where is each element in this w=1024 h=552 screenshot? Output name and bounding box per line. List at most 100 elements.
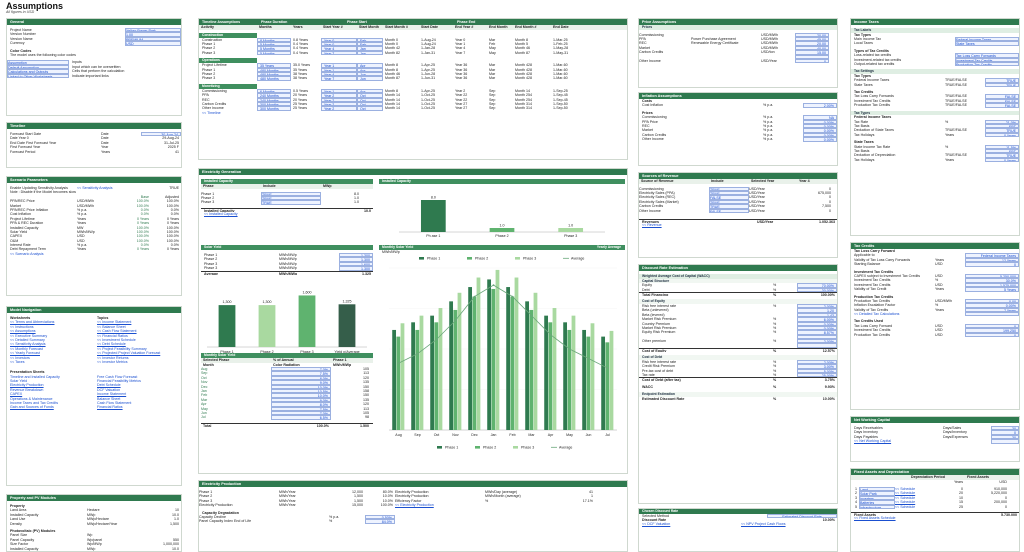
month-percent[interactable]: 6.5% xyxy=(271,415,331,420)
scenario-adjusted[interactable]: Adjusted xyxy=(165,194,179,199)
presentation-link[interactable]: Solar Yield xyxy=(10,379,28,384)
scenario-adjusted[interactable]: 100.0% xyxy=(166,225,179,230)
timeline-cell[interactable]: Year 4 xyxy=(321,71,357,77)
itc-value[interactable]: 5,250,000 xyxy=(965,273,1019,279)
fa-name[interactable]: Land xyxy=(859,486,895,492)
wc-value[interactable]: 30 xyxy=(991,426,1019,431)
timeline-cell[interactable]: Year 4 xyxy=(321,46,357,51)
revenue-include[interactable]: FALSE xyxy=(709,208,749,213)
timeline-cell[interactable]: 480 Months xyxy=(257,71,291,77)
timeline-cell[interactable]: Year 7 xyxy=(321,50,357,56)
fa-schedule-link[interactable]: << Schedule xyxy=(895,486,916,491)
timeline-cell[interactable]: 240 Months xyxy=(257,97,291,102)
degradation-value[interactable]: 0.50% xyxy=(365,514,395,520)
fa-schedule-link[interactable]: << Schedule xyxy=(895,500,916,505)
ptc-value[interactable]: 0.00% xyxy=(965,303,1019,308)
presentation-link[interactable]: Electricity Production xyxy=(10,383,44,388)
price-value[interactable]: 20.00 xyxy=(795,41,829,46)
timeline-cell[interactable]: Jan xyxy=(357,46,383,51)
timeline-link[interactable]: << Timeline xyxy=(202,110,221,115)
capital-value[interactable]: 70.00% xyxy=(797,283,837,288)
fa-schedule-link[interactable]: << Schedule xyxy=(895,495,916,500)
wc-value[interactable]: 0 xyxy=(991,430,1019,435)
timeline-cell[interactable]: Apr xyxy=(357,88,383,94)
scenario-adjusted[interactable]: 0 Years xyxy=(167,247,179,252)
inflation-value[interactable]: 2.00% xyxy=(803,103,837,108)
inflation-value[interactable]: NA xyxy=(803,115,837,120)
scenario-adjusted[interactable]: 0.0% xyxy=(170,207,179,212)
nav-worksheet-link[interactable]: << Sensitivity Analysis xyxy=(10,342,46,347)
credit-setting-value[interactable]: FALSE xyxy=(985,103,1019,108)
nav-topic-link[interactable]: << Cash Flow Statement xyxy=(97,329,137,334)
nav-topic-link[interactable]: << Investment Schedule xyxy=(97,337,136,342)
nav-worksheet-link[interactable]: << Taxes xyxy=(10,359,25,364)
nav-worksheet-link[interactable]: << Terms and Abbreviations xyxy=(10,320,55,325)
ptc-value[interactable] xyxy=(965,312,1019,317)
timeline-cell[interactable]: Jun xyxy=(357,76,383,81)
nav-worksheet-link[interactable]: << Assumptions xyxy=(10,329,36,334)
presentation-link[interactable]: CAPEX xyxy=(10,392,23,397)
fa-name[interactable]: Infrastructure xyxy=(859,504,895,509)
inflation-value[interactable]: 0.00% xyxy=(803,123,837,129)
timeline-cell[interactable]: 300 Months xyxy=(257,101,291,107)
fa-name[interactable]: Inverters xyxy=(859,495,895,501)
solar-value[interactable]: 1,300 xyxy=(339,253,373,258)
timeline-cell[interactable]: Year 2 xyxy=(321,106,357,111)
presentation-link[interactable]: Income Taxes and Tax Credits xyxy=(10,401,59,406)
tlcf-value[interactable]: 0 xyxy=(965,262,1019,267)
month-percent[interactable]: 7.5% xyxy=(271,371,331,376)
capital-value[interactable]: 30.00% xyxy=(797,287,837,292)
wc-value[interactable] xyxy=(991,439,1019,444)
presentation-link[interactable]: DCF Valuation xyxy=(97,387,121,392)
presentation-link[interactable]: Income Statement xyxy=(97,392,127,397)
timeline-cell[interactable]: Year 0 xyxy=(321,41,357,47)
general-input[interactable]: USD xyxy=(125,41,181,46)
npv-link[interactable]: << NPV Project Cash Flows xyxy=(741,522,786,527)
solar-value[interactable]: 1,300 xyxy=(339,266,373,271)
timeline-cell[interactable]: 300 Months xyxy=(257,106,291,111)
equity-value[interactable]: 0.00% xyxy=(797,325,837,331)
fa-name[interactable]: Batteries xyxy=(859,500,895,505)
credit-type-value[interactable]: Investment Tax Credits xyxy=(955,57,1019,62)
presentation-link[interactable]: Gain and Sources of Funds xyxy=(10,405,54,410)
scenario-adjusted[interactable]: 0 Years xyxy=(167,221,179,226)
nav-worksheet-link[interactable]: << Monthly Forecast xyxy=(10,346,43,351)
debt-value[interactable]: 3.75% xyxy=(824,378,835,382)
equity-value[interactable]: 2.00% xyxy=(797,303,837,309)
timeline-cell[interactable]: 5 Months xyxy=(257,50,291,56)
federal-value[interactable]: EBT xyxy=(985,124,1019,129)
scenario-adjusted[interactable]: TRUE xyxy=(169,186,179,190)
inflation-value[interactable]: 0.00% xyxy=(803,132,837,138)
nav-topic-link[interactable]: << Investor Metrics xyxy=(97,359,128,364)
installed-capacity-link[interactable]: << Installed Capacity xyxy=(204,212,238,217)
timeline-cell[interactable]: Oct xyxy=(357,97,383,102)
timeline-cell[interactable]: Oct xyxy=(357,101,383,107)
itc-value[interactable]: 1,575,000 xyxy=(965,282,1019,288)
timeline-cell[interactable]: Year 7 xyxy=(321,76,357,81)
equity-value[interactable]: 8.57% xyxy=(797,330,837,335)
revenue-include[interactable]: FALSE xyxy=(709,195,749,200)
presentation-link[interactable]: Revenue Breakdown xyxy=(10,387,44,392)
tlcf-value[interactable]: Federal Income Taxes xyxy=(965,253,1019,258)
inflation-value[interactable]: 0.00% xyxy=(803,137,837,142)
tax-setting-value[interactable]: TRUE xyxy=(985,78,1019,83)
state-value[interactable]: EBT xyxy=(985,148,1019,154)
timeline-cell[interactable]: Feb xyxy=(357,37,383,42)
month-percent[interactable]: 7.0% xyxy=(271,410,331,416)
nav-topic-link[interactable]: << Investor Returns xyxy=(97,355,129,360)
timeline-cell[interactable]: 480 Months xyxy=(257,67,291,72)
state-value[interactable]: TRUE xyxy=(985,153,1019,158)
scenario-adjusted[interactable]: 100.0% xyxy=(166,203,179,208)
dcf-link[interactable]: << DCF Valuation xyxy=(642,522,671,527)
selected-method-dropdown[interactable]: Estimated Discount Rate xyxy=(767,513,837,518)
revenue-link[interactable]: << Revenue xyxy=(642,223,662,228)
tax-label-value[interactable]: Federal Income Taxes xyxy=(955,36,1019,42)
price-value[interactable]: 45.00 xyxy=(795,36,829,42)
scenario-adjusted[interactable] xyxy=(151,252,181,256)
timeline-cell[interactable]: Oct xyxy=(357,106,383,111)
fixed-assets-link[interactable]: << Fixed Assets Schedule xyxy=(854,516,896,521)
equity-value[interactable] xyxy=(797,343,837,348)
nav-worksheet-link[interactable]: << Detailed Summary xyxy=(10,337,45,342)
timeline-cell[interactable]: Jan xyxy=(357,50,383,56)
scenario-adjusted[interactable]: 100.0% xyxy=(166,199,179,204)
